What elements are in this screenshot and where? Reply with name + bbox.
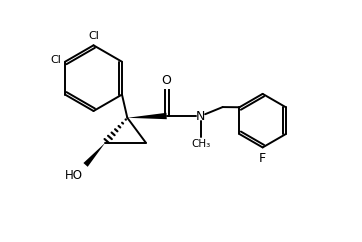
Polygon shape — [83, 143, 105, 167]
Text: N: N — [196, 109, 205, 122]
Text: Cl: Cl — [50, 55, 61, 65]
Text: F: F — [259, 152, 266, 165]
Polygon shape — [127, 113, 167, 119]
Text: O: O — [162, 74, 172, 87]
Text: CH₃: CH₃ — [191, 139, 210, 149]
Text: HO: HO — [65, 169, 83, 182]
Text: Cl: Cl — [88, 31, 99, 41]
